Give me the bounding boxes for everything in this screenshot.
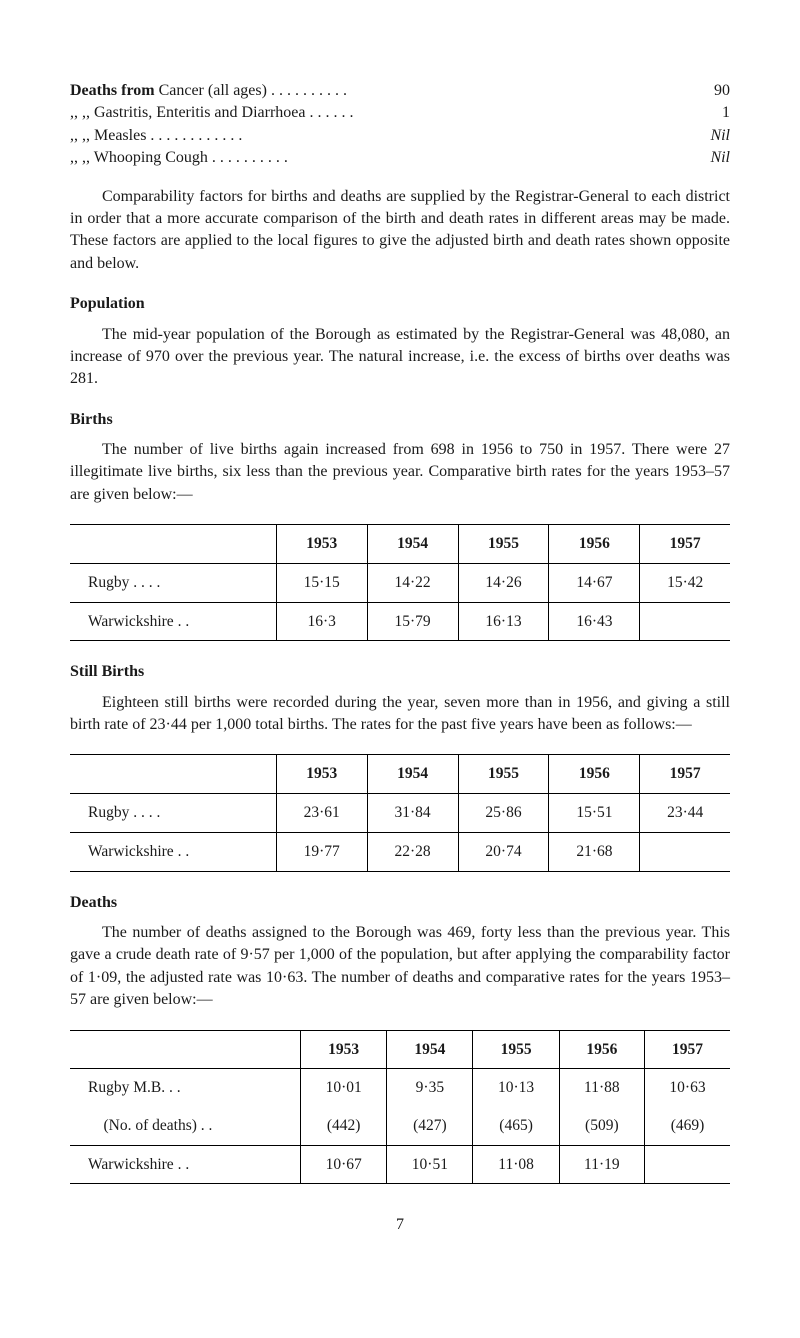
deaths-row: Deaths from Cancer (all ages) . . . . . … [70, 80, 730, 102]
table-cell: Rugby . . . . [70, 563, 276, 602]
table-cell: 15·42 [640, 563, 730, 602]
para-deaths: The number of deaths assigned to the Bor… [70, 922, 730, 1012]
deaths-table: 1953 1954 1955 1956 1957 Rugby M.B. . . … [70, 1030, 730, 1185]
table-header [70, 1030, 301, 1069]
table-header: 1955 [458, 525, 549, 564]
table-header: 1956 [549, 525, 640, 564]
table-cell: 10·67 [301, 1145, 387, 1184]
para-still-births: Eighteen still births were recorded duri… [70, 692, 730, 737]
table-header: 1956 [549, 755, 640, 794]
deaths-label: ,, ,, Whooping Cough . . . . . . . . . . [70, 147, 680, 169]
page-number: 7 [70, 1214, 730, 1236]
table-header: 1957 [645, 1030, 731, 1069]
para-population: The mid-year population of the Borough a… [70, 324, 730, 391]
deaths-value: Nil [680, 125, 730, 147]
table-cell: 23·44 [640, 794, 730, 833]
table-row: (No. of deaths) . . (442) (427) (465) (5… [70, 1107, 730, 1145]
table-cell: 21·68 [549, 832, 640, 871]
para-births: The number of live births again increase… [70, 439, 730, 506]
still-births-table: 1953 1954 1955 1956 1957 Rugby . . . . 2… [70, 754, 730, 871]
table-row: Rugby M.B. . . 10·01 9·35 10·13 11·88 10… [70, 1069, 730, 1107]
table-cell: 19·77 [276, 832, 367, 871]
table-cell: 10·01 [301, 1069, 387, 1107]
births-table: 1953 1954 1955 1956 1957 Rugby . . . . 1… [70, 524, 730, 641]
table-cell: (509) [559, 1107, 644, 1145]
deaths-label: Deaths from Cancer (all ages) . . . . . … [70, 80, 680, 102]
table-header: 1955 [473, 1030, 559, 1069]
table-header: 1954 [387, 1030, 473, 1069]
deaths-from-list: Deaths from Cancer (all ages) . . . . . … [70, 80, 730, 170]
table-cell: 14·26 [458, 563, 549, 602]
table-cell: 11·19 [559, 1145, 644, 1184]
table-cell: 22·28 [367, 832, 458, 871]
deaths-value: Nil [680, 147, 730, 169]
table-cell: 11·08 [473, 1145, 559, 1184]
deaths-row: ,, ,, Measles . . . . . . . . . . . . Ni… [70, 125, 730, 147]
table-row: Warwickshire . . 16·3 15·79 16·13 16·43 [70, 602, 730, 641]
table-cell: 10·13 [473, 1069, 559, 1107]
deaths-row: ,, ,, Whooping Cough . . . . . . . . . .… [70, 147, 730, 169]
table-cell: (465) [473, 1107, 559, 1145]
table-header-row: 1953 1954 1955 1956 1957 [70, 525, 730, 564]
table-header-row: 1953 1954 1955 1956 1957 [70, 755, 730, 794]
deaths-row: ,, ,, Gastritis, Enteritis and Diarrhoea… [70, 102, 730, 124]
table-row: Rugby . . . . 23·61 31·84 25·86 15·51 23… [70, 794, 730, 833]
table-cell [640, 602, 730, 641]
section-title-population: Population [70, 293, 730, 315]
table-header: 1957 [640, 755, 730, 794]
table-header: 1953 [276, 525, 367, 564]
table-row: Warwickshire . . 19·77 22·28 20·74 21·68 [70, 832, 730, 871]
table-cell: 10·51 [387, 1145, 473, 1184]
section-title-births: Births [70, 409, 730, 431]
table-header [70, 755, 276, 794]
table-cell: 14·67 [549, 563, 640, 602]
deaths-label: ,, ,, Measles . . . . . . . . . . . . [70, 125, 680, 147]
table-cell: 15·15 [276, 563, 367, 602]
table-cell: 16·43 [549, 602, 640, 641]
table-cell: 23·61 [276, 794, 367, 833]
table-header: 1957 [640, 525, 730, 564]
table-header [70, 525, 276, 564]
table-cell: 15·51 [549, 794, 640, 833]
table-cell: 11·88 [559, 1069, 644, 1107]
table-cell [640, 832, 730, 871]
table-cell: 14·22 [367, 563, 458, 602]
table-cell: (427) [387, 1107, 473, 1145]
table-row: Warwickshire . . 10·67 10·51 11·08 11·19 [70, 1145, 730, 1184]
table-cell: 9·35 [387, 1069, 473, 1107]
table-cell: 15·79 [367, 602, 458, 641]
table-cell: (442) [301, 1107, 387, 1145]
table-header: 1953 [276, 755, 367, 794]
table-cell: 25·86 [458, 794, 549, 833]
table-cell: 20·74 [458, 832, 549, 871]
section-title-deaths: Deaths [70, 892, 730, 914]
table-cell: Rugby M.B. . . [70, 1069, 301, 1107]
table-cell: (469) [645, 1107, 731, 1145]
table-header: 1956 [559, 1030, 644, 1069]
table-header: 1953 [301, 1030, 387, 1069]
table-cell [645, 1145, 731, 1184]
table-cell: (No. of deaths) . . [70, 1107, 301, 1145]
deaths-label: ,, ,, Gastritis, Enteritis and Diarrhoea… [70, 102, 680, 124]
table-header-row: 1953 1954 1955 1956 1957 [70, 1030, 730, 1069]
table-cell: 10·63 [645, 1069, 731, 1107]
table-cell: 16·13 [458, 602, 549, 641]
deaths-value: 1 [680, 102, 730, 124]
table-header: 1954 [367, 755, 458, 794]
para-comparability: Comparability factors for births and dea… [70, 186, 730, 276]
table-cell: 16·3 [276, 602, 367, 641]
table-cell: Rugby . . . . [70, 794, 276, 833]
table-header: 1954 [367, 525, 458, 564]
table-header: 1955 [458, 755, 549, 794]
deaths-value: 90 [680, 80, 730, 102]
table-cell: Warwickshire . . [70, 832, 276, 871]
table-cell: 31·84 [367, 794, 458, 833]
section-title-still-births: Still Births [70, 661, 730, 683]
table-cell: Warwickshire . . [70, 1145, 301, 1184]
table-row: Rugby . . . . 15·15 14·22 14·26 14·67 15… [70, 563, 730, 602]
table-cell: Warwickshire . . [70, 602, 276, 641]
